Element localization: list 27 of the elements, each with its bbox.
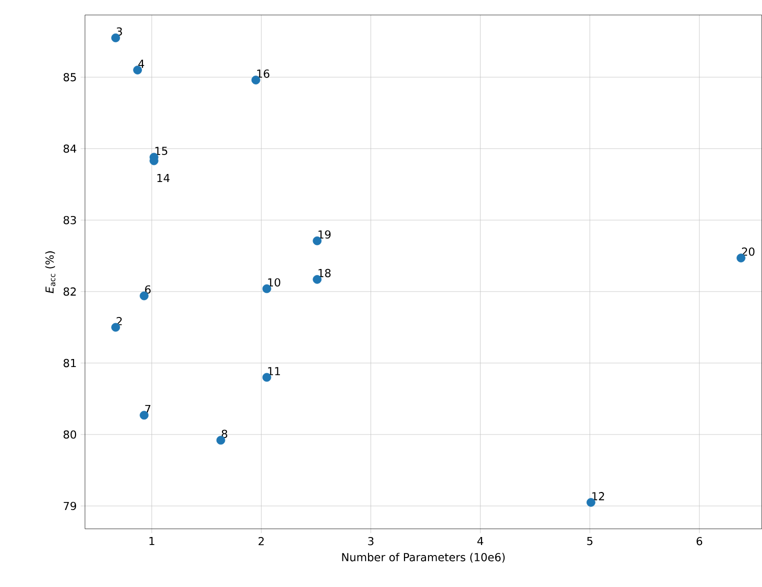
annotation: 15 xyxy=(155,146,168,156)
annotation: 12 xyxy=(592,492,604,500)
annotation: 19 xyxy=(318,230,331,239)
y-tick-label: 84 xyxy=(64,144,76,153)
annotation: 18 xyxy=(318,268,331,278)
x-tick-label: 1 xyxy=(150,537,154,546)
annotation: 11 xyxy=(268,367,280,376)
annotation: 14 xyxy=(157,174,170,182)
x-tick-label: 4 xyxy=(477,537,484,546)
x-tick-label: 5 xyxy=(587,537,592,546)
annotation: 10 xyxy=(268,278,280,287)
x-tick-label: 6 xyxy=(696,537,702,546)
y-axis-title: E$_{acc}$ (%) xyxy=(45,251,56,294)
x-tick-label: 3 xyxy=(368,537,374,546)
y-tick-label: 81 xyxy=(64,358,76,368)
y-tick-label: 85 xyxy=(64,73,76,82)
annotation: 20 xyxy=(742,248,754,256)
annotation: 7 xyxy=(145,405,150,414)
y-tick-label: 80 xyxy=(64,430,76,439)
x-tick-label: 2 xyxy=(258,537,264,546)
x-axis-title: Number of Parameters (10e6) xyxy=(342,552,505,563)
annotation: 4 xyxy=(138,60,144,68)
y-tick-label: 79 xyxy=(64,502,76,510)
y-tick-label: 82 xyxy=(64,288,76,296)
annotation: 16 xyxy=(257,70,270,78)
annotation: 6 xyxy=(145,285,151,294)
y-tick-label: 83 xyxy=(64,216,76,224)
